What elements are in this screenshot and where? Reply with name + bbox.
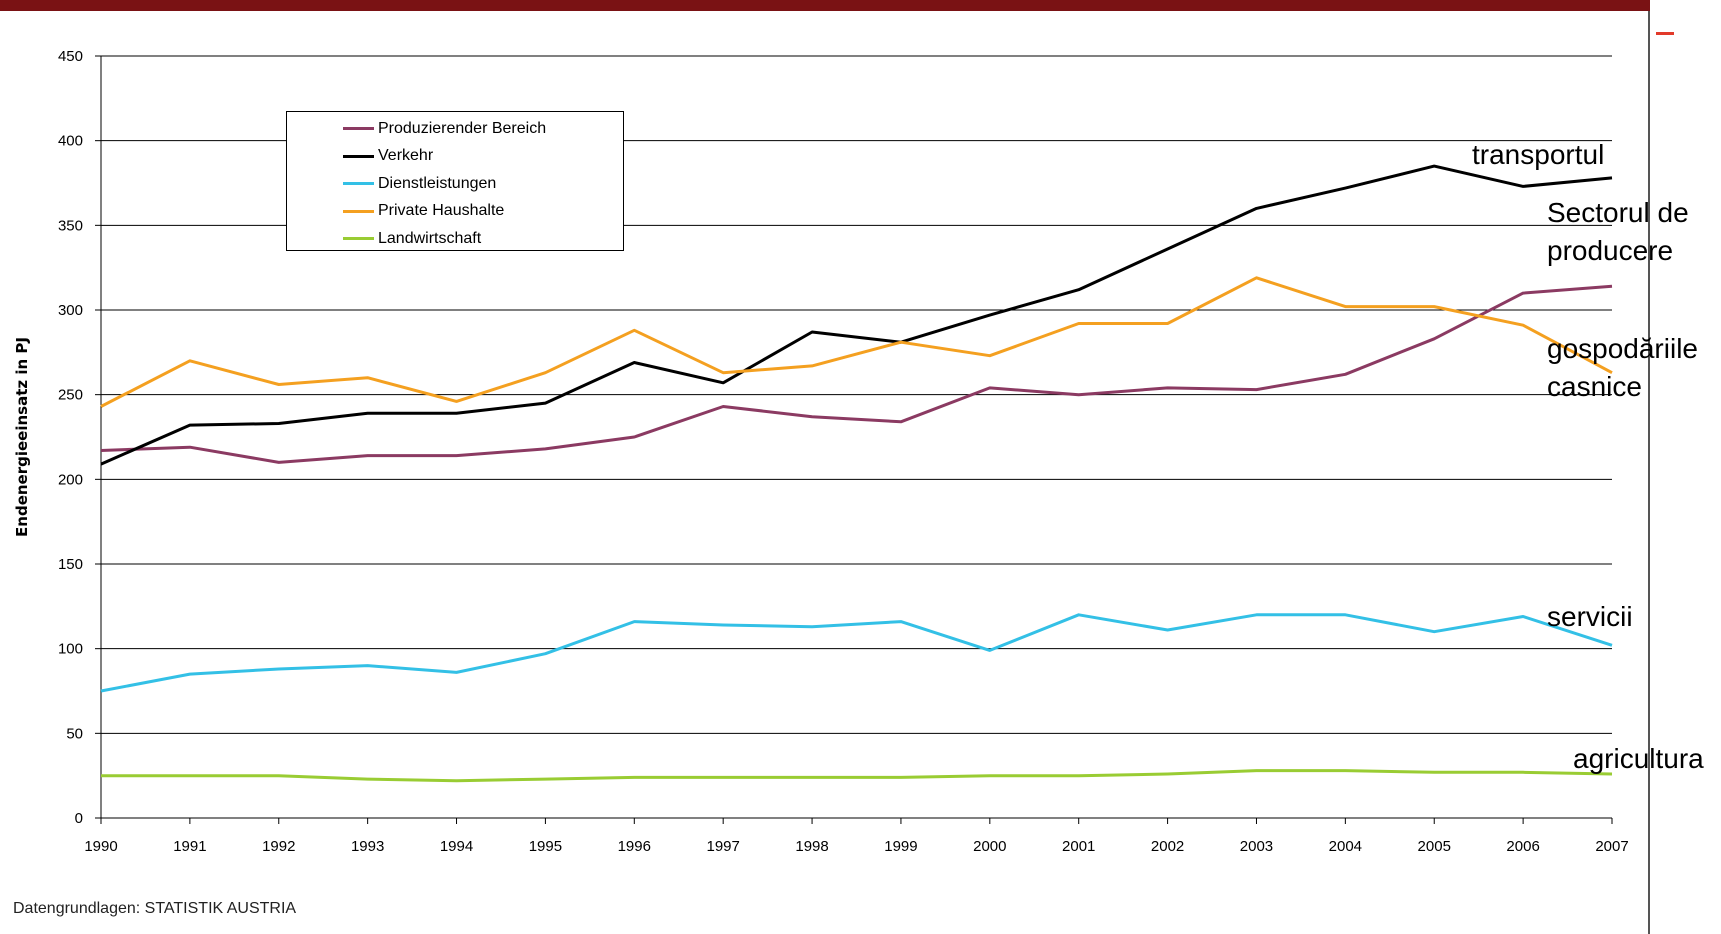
legend-item-verkehr: Verkehr <box>287 143 623 171</box>
legend-label-produzierender-bereich: Produzierender Bereich <box>378 119 547 137</box>
y-tick-label-450: 450 <box>58 48 83 65</box>
series-line-verkehr <box>100 164 1613 466</box>
legend-label-landwirtschaft: Landwirtschaft <box>378 229 482 247</box>
y-tick-label-200: 200 <box>58 471 83 488</box>
y-tick-label-300: 300 <box>58 302 83 319</box>
series-line-dienstleistungen <box>100 613 1613 693</box>
x-tick-label-2000: 2000 <box>973 838 1006 855</box>
x-tick-label-2006: 2006 <box>1506 838 1539 855</box>
y-tick-label-350: 350 <box>58 217 83 234</box>
source-note: Datengrundlagen: STATISTIK AUSTRIA <box>13 900 297 917</box>
series-line-private-haushalte <box>100 276 1613 408</box>
x-tick-label-1993: 1993 <box>351 838 384 855</box>
legend-item-landwirtschaft: Landwirtschaft <box>287 225 623 253</box>
legend-item-dienstleistungen: Dienstleistungen <box>287 170 623 198</box>
legend-label-verkehr: Verkehr <box>378 147 434 165</box>
legend-swatch-dienstleistungen <box>343 182 374 186</box>
y-tick-label-400: 400 <box>58 133 83 150</box>
legend-swatch-produzierender-bereich <box>343 127 374 131</box>
legend-label-dienstleistungen: Dienstleistungen <box>378 174 497 192</box>
series-line-produzierender-bereich <box>100 284 1613 464</box>
x-tick-label-2003: 2003 <box>1240 838 1273 855</box>
x-tick-label-2001: 2001 <box>1062 838 1095 855</box>
annotation-producere: producere <box>1547 235 1674 266</box>
y-tick-label-100: 100 <box>58 641 83 658</box>
x-tick-label-1992: 1992 <box>262 838 295 855</box>
x-tick-label-1998: 1998 <box>795 838 828 855</box>
y-axis-label: Endenergieeinsatz in PJ <box>13 337 31 537</box>
annotation-servicii: servicii <box>1547 601 1633 632</box>
x-tick-label-2004: 2004 <box>1329 838 1362 855</box>
y-tick-label-250: 250 <box>58 387 83 404</box>
title-bar <box>0 0 1650 11</box>
chart-frame <box>1648 0 1650 934</box>
annotation-casnice: casnice <box>1547 371 1642 402</box>
line-chart: 0 50 100 150 200 250 300 350 400 450 1990 1991 1992 1… <box>58 48 1629 855</box>
legend-label-private-haushalte: Private Haushalte <box>378 202 505 220</box>
annotation-gospodariile: gospodăriile <box>1547 333 1698 364</box>
legend-swatch-verkehr <box>343 154 374 158</box>
x-tick-label-1995: 1995 <box>529 838 562 855</box>
y-tick-label-50: 50 <box>66 725 83 742</box>
x-tick-label-1991: 1991 <box>173 838 206 855</box>
annotation-transportul: transportul <box>1472 139 1605 170</box>
x-tick-label-1999: 1999 <box>884 838 917 855</box>
slide-dash-mark <box>1656 32 1674 35</box>
legend-swatch-landwirtschaft <box>343 237 374 241</box>
legend-item-private-haushalte: Private Haushalte <box>287 198 623 226</box>
legend-item-produzierender-bereich: Produzierender Bereich <box>287 115 623 143</box>
legend-swatch-private-haushalte <box>343 209 374 213</box>
x-tick-label-1997: 1997 <box>706 838 739 855</box>
annotation-agricultura: agricultura <box>1573 743 1704 774</box>
y-tick-label-0: 0 <box>75 810 83 827</box>
x-tick-label-1994: 1994 <box>440 838 473 855</box>
annotation-sectorul-de: Sectorul de <box>1547 197 1689 228</box>
y-tick-label-150: 150 <box>58 556 83 573</box>
legend: Produzierender Bereich Verkehr Dienstleist… <box>286 111 624 251</box>
x-tick-label-1990: 1990 <box>84 838 117 855</box>
x-tick-label-1996: 1996 <box>618 838 651 855</box>
x-tick-label-2002: 2002 <box>1151 838 1184 855</box>
x-tick-label-2007: 2007 <box>1595 838 1628 855</box>
x-tick-label-2005: 2005 <box>1418 838 1451 855</box>
series-line-landwirtschaft <box>101 769 1613 783</box>
